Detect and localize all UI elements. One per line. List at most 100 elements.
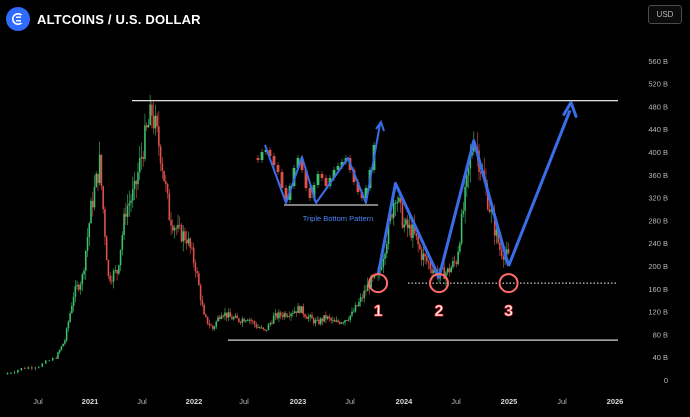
candle-body bbox=[239, 321, 242, 323]
candle-body bbox=[79, 284, 82, 290]
candle-body bbox=[10, 372, 12, 374]
candle-body bbox=[65, 328, 68, 341]
candle-body bbox=[495, 229, 498, 236]
candle-body bbox=[156, 115, 158, 127]
candle-body bbox=[309, 315, 312, 317]
inset-candle-body bbox=[340, 162, 344, 166]
bottom-marker-label: 1 bbox=[374, 303, 383, 320]
candle-body bbox=[318, 319, 320, 325]
candle-body bbox=[67, 321, 70, 329]
candle-body bbox=[191, 247, 193, 249]
candle-body bbox=[399, 197, 402, 203]
candle-body bbox=[325, 315, 327, 319]
candle-body bbox=[316, 319, 318, 321]
candle-body bbox=[184, 231, 186, 241]
candle-body bbox=[387, 221, 390, 244]
candle-body bbox=[314, 320, 317, 324]
candle-body bbox=[276, 313, 278, 319]
currency-selector-button[interactable]: USD bbox=[648, 5, 682, 24]
inset-candle-body bbox=[320, 174, 324, 178]
inset-candle-body bbox=[332, 170, 336, 178]
inset-pattern-line bbox=[264, 123, 381, 204]
y-tick-label: 0 bbox=[664, 376, 668, 385]
candle-body bbox=[147, 124, 150, 128]
candle-body bbox=[250, 319, 252, 322]
candle-body bbox=[490, 210, 492, 212]
candle-body bbox=[135, 180, 138, 185]
candle-body bbox=[292, 313, 294, 314]
candle-body bbox=[212, 325, 214, 329]
candle-body bbox=[178, 224, 181, 226]
inset-candle-body bbox=[264, 150, 268, 152]
x-tick-label: Jul bbox=[345, 397, 355, 406]
candle-body bbox=[293, 311, 296, 314]
candle-body bbox=[31, 367, 33, 369]
candle-body bbox=[467, 168, 470, 176]
candle-body bbox=[452, 261, 454, 268]
candle-body bbox=[466, 175, 468, 187]
candle-body bbox=[116, 270, 118, 274]
candle-body bbox=[302, 306, 305, 315]
candle-body bbox=[290, 313, 292, 317]
y-tick-label: 40 B bbox=[653, 353, 668, 362]
candle-body bbox=[392, 203, 395, 218]
candle-body bbox=[382, 259, 385, 268]
candle-body bbox=[446, 268, 449, 273]
candle-body bbox=[286, 316, 289, 317]
inset-candle-body bbox=[304, 170, 308, 188]
inset-candle-body bbox=[324, 178, 328, 186]
candle-body bbox=[398, 197, 400, 202]
candle-body bbox=[198, 273, 200, 286]
candle-body bbox=[123, 213, 125, 236]
candle-body bbox=[333, 320, 336, 322]
candle-body bbox=[48, 360, 51, 362]
candle-body bbox=[145, 125, 148, 128]
inset-candle-body bbox=[268, 150, 272, 156]
candle-body bbox=[138, 158, 141, 173]
candle-body bbox=[332, 320, 334, 321]
candle-body bbox=[149, 104, 151, 125]
inset-candle-body bbox=[312, 185, 316, 198]
candle-body bbox=[443, 267, 446, 280]
candle-body bbox=[258, 327, 261, 329]
candle-body bbox=[359, 297, 362, 302]
inset-candle-body bbox=[260, 152, 264, 160]
candle-body bbox=[257, 327, 259, 329]
candle-body bbox=[304, 314, 306, 317]
candle-body bbox=[297, 306, 299, 313]
candle-body bbox=[347, 319, 350, 321]
candle-body bbox=[326, 316, 329, 319]
candle-body bbox=[213, 326, 216, 329]
candle-body bbox=[57, 352, 59, 359]
candle-body bbox=[278, 312, 280, 319]
candle-body bbox=[431, 268, 433, 274]
candle-body bbox=[24, 368, 26, 369]
inset-candle-body bbox=[336, 166, 340, 170]
candle-body bbox=[102, 186, 104, 210]
y-tick-label: 560 B bbox=[648, 57, 668, 66]
inset-candle-body bbox=[256, 158, 260, 160]
candle-body bbox=[229, 312, 231, 317]
candle-body bbox=[241, 318, 244, 323]
candle-body bbox=[107, 260, 110, 276]
candle-body bbox=[497, 229, 499, 243]
candle-body bbox=[448, 268, 451, 273]
triple-bottom-inset: Triple Bottom Pattern bbox=[256, 119, 385, 223]
candle-body bbox=[412, 224, 414, 238]
candle-body bbox=[493, 214, 496, 236]
candle-body bbox=[417, 236, 419, 245]
candle-body bbox=[17, 370, 19, 373]
candle-body bbox=[114, 270, 117, 271]
candle-body bbox=[88, 223, 91, 238]
candle-body bbox=[72, 296, 75, 307]
candle-body bbox=[328, 316, 331, 319]
candle-body bbox=[165, 181, 167, 185]
candle-body bbox=[413, 224, 416, 234]
candle-body bbox=[340, 322, 343, 324]
candle-body bbox=[406, 219, 409, 229]
inset-arrowhead-icon bbox=[375, 119, 385, 132]
candle-body bbox=[187, 238, 190, 244]
candle-body bbox=[173, 227, 176, 231]
